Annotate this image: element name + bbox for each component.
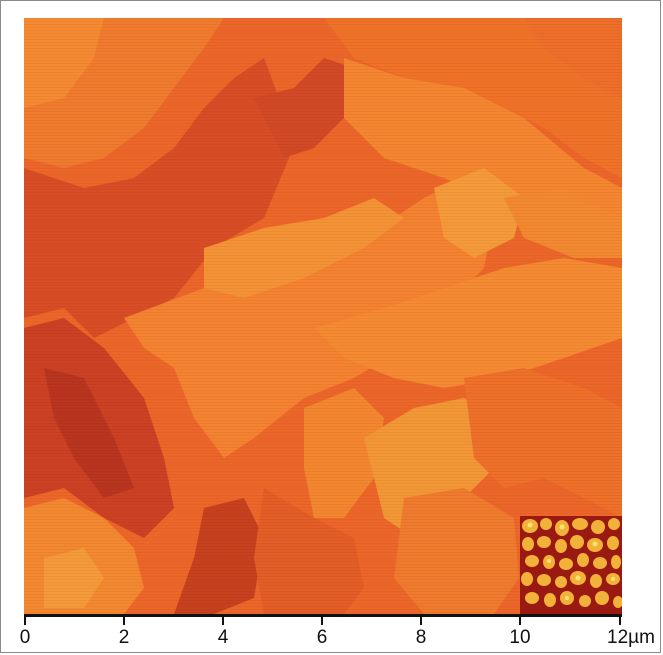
x-tick-label: 0: [19, 627, 31, 648]
x-tick-label: 2: [118, 627, 130, 648]
scan-lines: [24, 18, 622, 614]
x-tick-label: 4: [217, 627, 229, 648]
afm-height-image: [24, 18, 622, 614]
afm-inset: [520, 516, 622, 614]
x-tick-label: 10: [509, 627, 531, 648]
x-axis: 0 2 4 6 8 10 12µm: [0, 614, 663, 655]
x-axis-line: [24, 614, 622, 625]
x-tick-label: 8: [415, 627, 427, 648]
x-tick-label: 12µm: [607, 627, 655, 648]
x-tick-label: 6: [316, 627, 328, 648]
afm-surface-svg: [24, 18, 622, 614]
